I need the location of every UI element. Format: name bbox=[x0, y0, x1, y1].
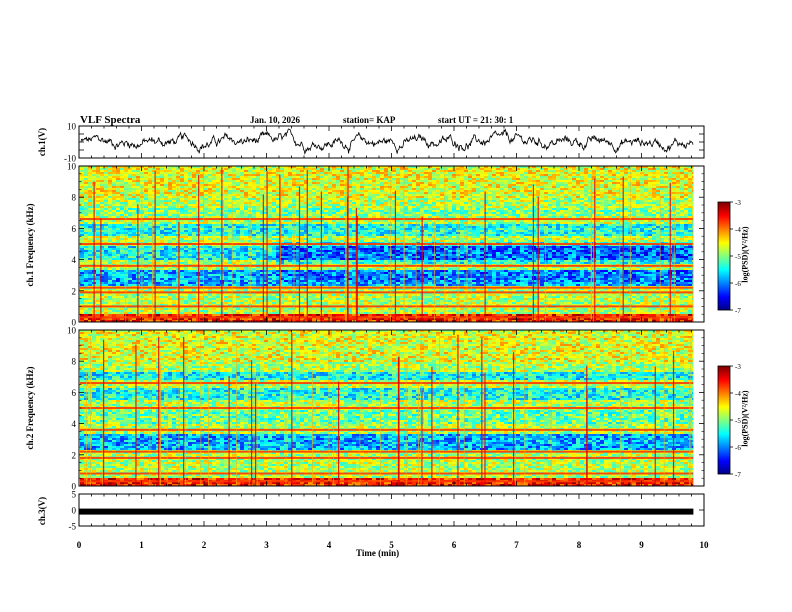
ch2-spectrogram-colorbar-tick-label: -5 bbox=[735, 417, 741, 425]
time-tick-label: 0 bbox=[77, 540, 82, 550]
ch2-spectrogram-band-line bbox=[80, 472, 694, 475]
time-tick-label: 7 bbox=[514, 540, 519, 550]
time-tick-label: 5 bbox=[389, 540, 394, 550]
ch1-spectrogram-colorbar bbox=[718, 202, 730, 311]
ch1-spectrogram-band-line bbox=[80, 291, 694, 294]
ch1-spectrogram-colorbar-tick-label: -7 bbox=[735, 307, 741, 315]
time-tick-label: 6 bbox=[452, 540, 457, 550]
ch1-spectrogram-colorbar-tick-label: -6 bbox=[735, 280, 741, 288]
time-tick-label: 2 bbox=[202, 540, 207, 550]
ch1-spectrogram-ytick-label: 6 bbox=[72, 224, 77, 234]
ch1-spectrogram-ytick-label: 8 bbox=[72, 193, 77, 203]
station-label: station= KAP bbox=[343, 115, 395, 125]
ch2-spectrogram-colorbar bbox=[718, 366, 730, 475]
ch1-spectrogram-band-line bbox=[80, 305, 694, 308]
ch2-spectrogram-colorbar-tick-label: -6 bbox=[735, 444, 741, 452]
ch2-spectrogram-ytick-label: 8 bbox=[72, 357, 77, 367]
ch3-waveform-ytick-label: 5 bbox=[72, 490, 77, 500]
ch1-waveform-ytick-label: 10 bbox=[67, 122, 77, 132]
time-tick-label: 1 bbox=[139, 540, 144, 550]
ch1-spectrogram-ytick-label: 0 bbox=[72, 318, 77, 328]
ch3-waveform-ytick-label: -5 bbox=[69, 522, 77, 532]
ch2-spectrogram-band-line bbox=[80, 450, 694, 453]
time-tick-label: 9 bbox=[639, 540, 644, 550]
ch2-spectrogram-band-line bbox=[80, 480, 694, 483]
ch3-constant-trace bbox=[79, 508, 694, 515]
ch1-spectrogram-band-line bbox=[80, 316, 694, 319]
ch1-spectrogram-band-line bbox=[80, 286, 694, 289]
ch2-spectrogram-colorbar-tick-label: -4 bbox=[735, 390, 741, 398]
ch1-spectrogram-ytick-label: 2 bbox=[72, 286, 77, 296]
ch1-spectrogram-band-line bbox=[80, 243, 694, 245]
ch1-spectrogram-band-line bbox=[80, 218, 694, 221]
ch2-spectrogram-colorbar-tick-label: -7 bbox=[735, 471, 741, 479]
ch1-spectrogram-image bbox=[80, 166, 704, 323]
time-tick-label: 4 bbox=[327, 540, 332, 550]
ch1-spectrogram-band-line bbox=[80, 264, 694, 267]
time-tick-label: 8 bbox=[577, 540, 582, 550]
date-label: Jan. 10, 2026 bbox=[250, 115, 300, 125]
ch2-spectrogram-band-line bbox=[80, 407, 694, 409]
ch1-waveform-ytick-label: -10 bbox=[64, 154, 76, 164]
ch2-spectrogram-band-line bbox=[80, 456, 694, 459]
ch1-waveform-trace bbox=[80, 128, 694, 155]
ch1-spectrogram-no-data bbox=[693, 166, 704, 322]
ch1-spectrogram-colorbar-tick-label: -5 bbox=[735, 253, 741, 261]
ch2-spectrogram-ytick-label: 10 bbox=[67, 326, 77, 336]
ch2-spectrogram-ytick-label: 4 bbox=[72, 419, 77, 429]
ch2-spectrogram-colorbar-tick-label: -3 bbox=[735, 363, 741, 371]
ch1-spectrogram-ytick-label: 10 bbox=[67, 162, 77, 172]
ch3-waveform-ytick-label: 0 bbox=[72, 506, 77, 516]
ch2-spectrogram-band-line bbox=[80, 428, 694, 431]
ch2-spectrogram-band-line bbox=[80, 382, 694, 385]
ch1-spectrogram-colorbar-tick-label: -4 bbox=[735, 226, 741, 234]
ch2-spectrogram-ytick-label: 6 bbox=[72, 388, 77, 398]
ch2-spectrogram-no-data bbox=[693, 330, 704, 486]
ch2-spectrogram-ytick-label: 2 bbox=[72, 450, 77, 460]
time-tick-label: 3 bbox=[264, 540, 269, 550]
figure-title: VLF Spectra bbox=[80, 114, 140, 126]
time-axis-label: Time (min) bbox=[356, 548, 399, 558]
start-time-label: start UT = 21: 30: 1 bbox=[438, 115, 513, 125]
ch1-spectrogram-ytick-label: 4 bbox=[72, 255, 77, 265]
ch2-spectrogram-image bbox=[80, 330, 704, 487]
ch1-spectrogram-colorbar-tick-label: -3 bbox=[735, 199, 741, 207]
time-tick-label: 10 bbox=[700, 540, 710, 550]
ch2-spectrogram-ytick-label: 0 bbox=[72, 482, 77, 492]
